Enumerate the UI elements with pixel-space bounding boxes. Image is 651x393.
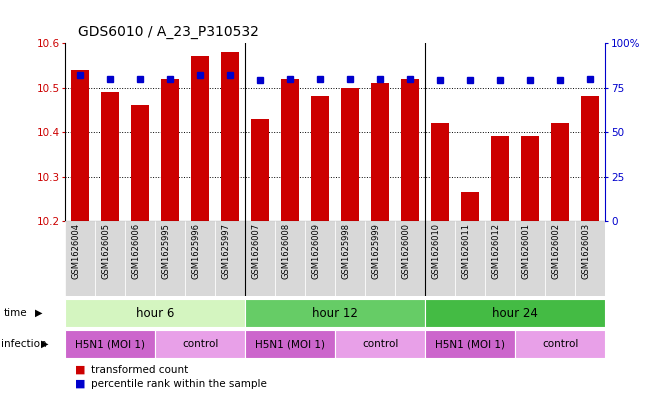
Bar: [281, 79, 299, 221]
Text: control: control: [542, 339, 579, 349]
Bar: [311, 96, 329, 221]
Text: GSM1626002: GSM1626002: [551, 223, 561, 279]
Text: GSM1626000: GSM1626000: [401, 223, 410, 279]
Bar: [275, 221, 305, 296]
Bar: [492, 136, 509, 221]
Text: GSM1626001: GSM1626001: [521, 223, 531, 279]
Bar: [432, 123, 449, 221]
Text: GSM1626011: GSM1626011: [462, 223, 470, 279]
Bar: [215, 221, 245, 296]
Bar: [71, 70, 89, 221]
Text: hour 6: hour 6: [136, 307, 174, 320]
Bar: [401, 79, 419, 221]
Bar: [65, 221, 95, 296]
Bar: [335, 221, 365, 296]
Bar: [335, 330, 425, 358]
Bar: [245, 221, 275, 296]
Bar: [185, 221, 215, 296]
Bar: [305, 221, 335, 296]
Bar: [516, 221, 546, 296]
Text: GSM1626012: GSM1626012: [492, 223, 501, 279]
Bar: [341, 88, 359, 221]
Text: H5N1 (MOI 1): H5N1 (MOI 1): [255, 339, 326, 349]
Bar: [131, 105, 149, 221]
Text: GSM1626008: GSM1626008: [281, 223, 290, 279]
Bar: [155, 330, 245, 358]
Text: GSM1626003: GSM1626003: [581, 223, 590, 279]
Bar: [245, 299, 425, 327]
Bar: [455, 221, 486, 296]
Bar: [221, 52, 239, 221]
Text: hour 24: hour 24: [492, 307, 538, 320]
Bar: [245, 330, 335, 358]
Bar: [65, 299, 245, 327]
Text: GSM1626007: GSM1626007: [251, 223, 260, 279]
Text: H5N1 (MOI 1): H5N1 (MOI 1): [436, 339, 505, 349]
Text: GDS6010 / A_23_P310532: GDS6010 / A_23_P310532: [78, 25, 259, 39]
Bar: [425, 299, 605, 327]
Bar: [161, 79, 179, 221]
Bar: [551, 123, 570, 221]
Bar: [486, 221, 516, 296]
Text: GSM1626005: GSM1626005: [101, 223, 110, 279]
Text: GSM1626006: GSM1626006: [131, 223, 140, 279]
Bar: [395, 221, 425, 296]
Text: GSM1625997: GSM1625997: [221, 223, 230, 279]
Bar: [365, 221, 395, 296]
Bar: [462, 192, 479, 221]
Text: ■: ■: [75, 378, 85, 389]
Text: time: time: [3, 308, 27, 318]
Text: H5N1 (MOI 1): H5N1 (MOI 1): [75, 339, 145, 349]
Text: ▶: ▶: [41, 339, 49, 349]
Text: ▶: ▶: [35, 308, 42, 318]
Bar: [65, 330, 155, 358]
Text: GSM1625998: GSM1625998: [341, 223, 350, 279]
Bar: [425, 221, 455, 296]
Bar: [95, 221, 125, 296]
Text: infection: infection: [1, 339, 47, 349]
Text: GSM1626004: GSM1626004: [71, 223, 80, 279]
Text: transformed count: transformed count: [91, 365, 188, 375]
Text: GSM1625996: GSM1625996: [191, 223, 200, 279]
Text: GSM1626009: GSM1626009: [311, 223, 320, 279]
Bar: [371, 83, 389, 221]
Text: percentile rank within the sample: percentile rank within the sample: [91, 378, 267, 389]
Text: GSM1626010: GSM1626010: [432, 223, 440, 279]
Text: hour 12: hour 12: [312, 307, 358, 320]
Bar: [425, 330, 516, 358]
Bar: [516, 330, 605, 358]
Text: ■: ■: [75, 365, 85, 375]
Text: GSM1625999: GSM1625999: [371, 223, 380, 279]
Bar: [125, 221, 155, 296]
Text: control: control: [182, 339, 218, 349]
Bar: [521, 136, 540, 221]
Bar: [581, 96, 600, 221]
Bar: [191, 56, 209, 221]
Bar: [155, 221, 185, 296]
Text: control: control: [362, 339, 398, 349]
Text: GSM1625995: GSM1625995: [161, 223, 170, 279]
Bar: [546, 221, 575, 296]
Bar: [251, 119, 270, 221]
Bar: [101, 92, 119, 221]
Bar: [575, 221, 605, 296]
